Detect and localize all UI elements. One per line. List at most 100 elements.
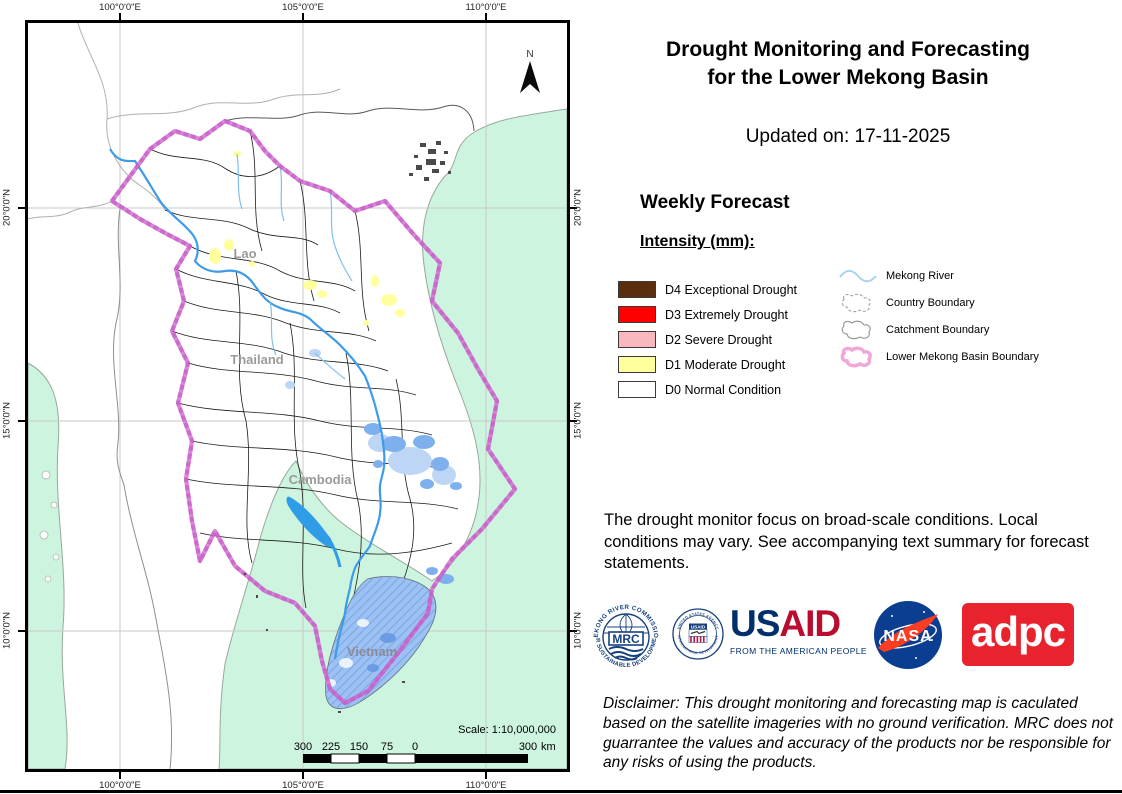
- country-labels: Lao Thailand Cambodia Vietnam: [230, 246, 397, 659]
- sea: [28, 108, 567, 769]
- mekong-delta: [325, 576, 437, 710]
- basin-boundary: [109, 118, 518, 706]
- lon-tick-label: 105°0'0"E: [282, 780, 324, 791]
- andaman-sea: [28, 362, 68, 769]
- label-lao: Lao: [233, 246, 256, 261]
- lon-tick-label: 110°0'0"E: [465, 2, 507, 13]
- lat-tick-label: 15°0'0"N: [1, 402, 13, 439]
- svg-text:225: 225: [322, 741, 340, 753]
- north-label: N: [526, 49, 533, 60]
- lat-tick-label: 20°0'0"N: [572, 189, 584, 226]
- lon-tick-label: 100°0'0"E: [99, 780, 141, 791]
- title-line-1: Drought Monitoring and Forecasting: [666, 38, 1030, 61]
- lon-tick-label: 105°0'0"E: [282, 2, 324, 13]
- updated-date: Updated on: 17-11-2025: [745, 126, 951, 147]
- graticule: [28, 23, 567, 769]
- nasa-orbit: [879, 623, 937, 649]
- catchment-boundaries: [149, 130, 459, 614]
- adpc-logo: adpc: [962, 603, 1074, 666]
- d2-swatch: [618, 331, 656, 348]
- river-line-icon: [839, 269, 877, 282]
- d0-swatch: [618, 381, 656, 398]
- title-line-2: for the Lower Mekong Basin: [707, 66, 989, 89]
- nasa-logo: NASA: [874, 601, 942, 669]
- legend-row-d2: D2 Severe Drought: [618, 327, 797, 352]
- country-boundary-icon: [841, 293, 871, 312]
- map-canvas: Lao Thailand Cambodia Vietnam N Scale: 1…: [25, 20, 570, 772]
- weekly-forecast-heading: Weekly Forecast: [640, 192, 790, 213]
- country-legend-label: Country Boundary: [886, 296, 975, 309]
- usaid-shield: USAID: [688, 623, 708, 643]
- lat-tick-label: 20°0'0"N: [1, 189, 13, 226]
- forecast-note: The drought monitor focus on broad-scale…: [604, 511, 1089, 572]
- island-clusters: [244, 141, 451, 713]
- legend-row-d4: D4 Exceptional Drought: [618, 277, 797, 302]
- d3-swatch: [618, 306, 656, 323]
- tick: [570, 630, 577, 632]
- tick: [570, 420, 577, 422]
- catchment-legend-label: Catchment Boundary: [886, 323, 990, 336]
- adpc-wordmark: adpc: [970, 607, 1066, 655]
- map-feature-legend: Mekong River Country Boundary Catchment …: [836, 262, 1039, 370]
- tick: [119, 13, 121, 20]
- scale-bar: Scale: 1:10,000,000 300 225 150 75 0 300…: [294, 724, 556, 764]
- scale-bar-segments: [303, 753, 528, 764]
- svg-text:300: 300: [294, 741, 312, 753]
- andaman-islands: [39, 470, 60, 583]
- legend-row-d1: D1 Moderate Drought: [618, 352, 797, 377]
- tick: [18, 420, 25, 422]
- usaid-wordmark-us: US: [730, 603, 780, 644]
- usaid-wordmark-aid: AID: [779, 603, 841, 644]
- river-legend-label: Mekong River: [886, 269, 954, 282]
- disclaimer-text: Disclaimer: This drought monitoring and …: [603, 695, 1114, 772]
- d4-swatch: [618, 281, 656, 298]
- legend-row-d0: D0 Normal Condition: [618, 377, 797, 402]
- d3-label: D3 Extremely Drought: [665, 307, 788, 322]
- nasa-stars: [885, 611, 933, 659]
- label-cambodia: Cambodia: [289, 472, 353, 487]
- label-vietnam: Vietnam: [347, 644, 397, 659]
- lat-tick-label: 15°0'0"N: [572, 402, 584, 439]
- lat-tick-label: 10°0'0"N: [1, 612, 13, 649]
- partner-logos: MEKONG RIVER COMMISSION FOR SUSTAINABLE …: [588, 597, 1118, 679]
- mekong-river: [109, 148, 386, 660]
- d1-label: D1 Moderate Drought: [665, 357, 786, 372]
- drought-class-legend: D4 Exceptional Drought D3 Extremely Drou…: [618, 277, 797, 402]
- nasa-wordmark: NASA: [883, 628, 932, 645]
- page-title: Drought Monitoring and Forecasting for t…: [578, 36, 1118, 92]
- basin-boundary-icon: [840, 346, 872, 367]
- scale-text: Scale: 1:10,000,000: [458, 724, 556, 736]
- d0-label: D0 Normal Condition: [665, 382, 782, 397]
- legend-row-river: Mekong River: [836, 262, 1039, 289]
- tributaries: [236, 153, 353, 380]
- usaid-seal: UNITED STATES AGENCY INTERNATIONAL DEVEL…: [672, 608, 724, 660]
- mrc-acronym: MRC: [612, 632, 640, 646]
- legend-row-catchment: Catchment Boundary: [836, 316, 1039, 343]
- tick: [302, 772, 304, 779]
- usaid-stripes: [688, 636, 708, 643]
- mrc-waves: [608, 646, 644, 661]
- svg-text:150: 150: [350, 741, 368, 753]
- nasa-swoosh: [878, 614, 938, 652]
- lon-tick-label: 110°0'0"E: [465, 780, 507, 791]
- tick: [485, 772, 487, 779]
- tonle-sap-lake: [286, 496, 342, 568]
- mrc-logo: MEKONG RIVER COMMISSION FOR SUSTAINABLE …: [588, 599, 663, 674]
- map-svg: Lao Thailand Cambodia Vietnam N Scale: 1…: [28, 23, 567, 769]
- lon-tick-label: 100°0'0"E: [99, 2, 141, 13]
- usaid-seal-name: USAID: [691, 624, 706, 629]
- tick: [302, 13, 304, 20]
- d4-label: D4 Exceptional Drought: [665, 282, 798, 297]
- legend-row-d3: D3 Extremely Drought: [618, 302, 797, 327]
- svg-text:km: km: [541, 741, 556, 753]
- tick: [570, 207, 577, 209]
- tick: [18, 630, 25, 632]
- usaid-tagline: FROM THE AMERICAN PEOPLE: [730, 646, 867, 656]
- sheet-bottom-border: [0, 790, 1122, 793]
- tick: [18, 207, 25, 209]
- label-thailand: Thailand: [230, 352, 284, 367]
- north-arrow-icon: [520, 61, 540, 93]
- basin-legend-label: Lower Mekong Basin Boundary: [886, 350, 1039, 363]
- svg-text:300: 300: [519, 741, 537, 753]
